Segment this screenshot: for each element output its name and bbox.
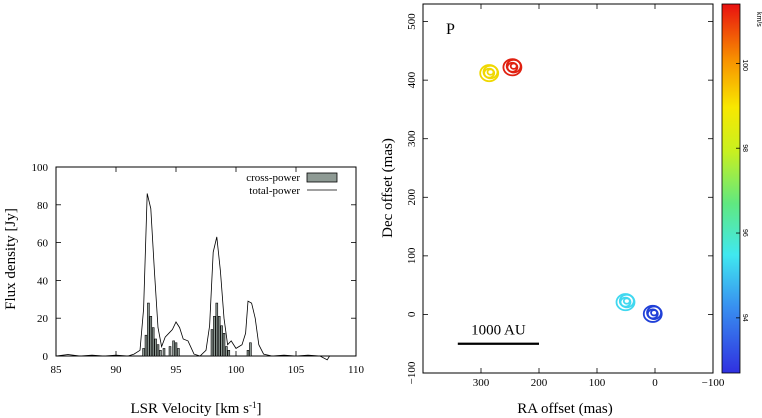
colorbar-ticks: 94 96 98 100 xyxy=(736,59,748,322)
cross-power-bar xyxy=(227,350,231,357)
cross-power-bar xyxy=(149,316,153,357)
cross-power-bar xyxy=(246,350,250,357)
cross-power-bar xyxy=(151,327,155,357)
map-y-tick-label: 100 xyxy=(406,247,418,264)
map-x-tick-label: 300 xyxy=(473,377,490,389)
map-y-tick-label: 500 xyxy=(406,13,418,30)
x-tick-label: 95 xyxy=(171,364,183,376)
spot-contour xyxy=(486,68,495,76)
y-tick-label: 80 xyxy=(37,200,49,212)
cross-power-bar xyxy=(144,334,148,357)
scale-bar-label: 1000 AU xyxy=(471,323,526,339)
cross-power-bar xyxy=(217,316,221,357)
cross-power-bar xyxy=(172,340,175,357)
map-y-tick-label: 300 xyxy=(406,130,418,147)
colorbar: 94 96 98 100 km/s xyxy=(721,3,762,374)
map-x-tick-label: −100 xyxy=(702,377,725,389)
cross-power-bar xyxy=(213,316,216,357)
map-x-tick-label: 100 xyxy=(589,377,606,389)
cross-power-bar xyxy=(222,333,226,357)
maser-spot xyxy=(502,58,523,77)
colorbar-unit: km/s xyxy=(755,12,762,27)
cross-power-bar xyxy=(220,325,223,357)
spectrum-plot-frame xyxy=(55,166,357,357)
map-panel: −100 0 100 200 300 400 500 300 200 100 0 −100 P 10… xyxy=(380,3,725,417)
x-tick-label: 105 xyxy=(288,364,305,376)
colorbar-tick-label: 96 xyxy=(741,229,748,237)
map-y-tick-label: 200 xyxy=(406,189,418,206)
cross-power-bar xyxy=(177,348,180,357)
x-tick-label: 110 xyxy=(348,364,365,376)
colorbar-tick-label: 94 xyxy=(741,314,748,322)
maser-spot xyxy=(642,304,663,323)
cross-power-bar xyxy=(156,344,160,357)
cross-power-bars xyxy=(142,302,252,357)
x-tick-label: 85 xyxy=(51,364,63,376)
map-y-axis-label: Dec offset (mas) xyxy=(380,138,396,238)
legend-cross-power-label: cross-power xyxy=(246,172,300,184)
legend-cross-power-swatch xyxy=(306,172,338,183)
cross-power-bar xyxy=(147,302,150,357)
y-tick-label: 100 xyxy=(32,162,49,174)
cross-power-bar xyxy=(215,302,219,357)
total-power-line xyxy=(55,193,356,361)
map-x-tick-label: 200 xyxy=(531,377,548,389)
map-x-ticks: 300 200 100 0 −100 xyxy=(473,4,725,389)
spectrum-panel: 0 20 40 60 80 100 85 90 95 100 105 110 cross-power… xyxy=(3,162,365,417)
spot-contour xyxy=(650,309,658,317)
map-plot-frame xyxy=(422,3,714,374)
spectrum-y-ticks: 0 20 40 60 80 100 xyxy=(32,162,356,363)
y-tick-label: 20 xyxy=(37,313,49,325)
map-y-tick-label: 0 xyxy=(406,311,418,317)
spectrum-x-ticks: 85 90 95 100 105 110 xyxy=(51,167,365,376)
maser-spots xyxy=(479,58,663,323)
maser-spot xyxy=(479,64,500,83)
colorbar-tick-label: 98 xyxy=(741,144,748,152)
spectrum-y-axis-label: Flux density [Jy] xyxy=(3,208,19,310)
spot-contour xyxy=(509,62,518,70)
map-x-axis-label: RA offset (mas) xyxy=(517,401,613,417)
colorbar-gradient xyxy=(721,3,741,374)
spectrum-legend: cross-power total-power xyxy=(246,172,338,197)
y-tick-label: 0 xyxy=(43,351,49,363)
x-tick-label: 90 xyxy=(111,364,123,376)
cross-power-bar xyxy=(154,338,157,357)
cross-power-bar xyxy=(225,346,228,357)
spot-contour xyxy=(622,297,631,305)
y-tick-label: 60 xyxy=(37,238,49,250)
spectrum-x-axis-label: LSR Velocity [km s-1] xyxy=(131,400,262,417)
y-tick-label: 40 xyxy=(37,275,49,287)
cross-power-bar xyxy=(174,342,178,357)
cross-power-bar xyxy=(168,346,172,357)
cross-power-bar xyxy=(210,329,214,357)
maser-spot xyxy=(615,293,636,312)
cross-power-bar xyxy=(162,348,166,357)
cross-power-bar xyxy=(142,348,145,357)
colorbar-tick-label: 100 xyxy=(741,59,748,71)
map-y-ticks: −100 0 100 200 300 400 500 xyxy=(406,13,713,384)
map-panel-label: P xyxy=(446,21,455,38)
map-y-tick-label: 400 xyxy=(406,71,418,88)
x-tick-label: 100 xyxy=(228,364,245,376)
map-y-tick-label: −100 xyxy=(406,361,418,384)
cross-power-bar xyxy=(249,342,252,357)
legend-total-power-label: total-power xyxy=(249,185,300,197)
cross-power-bar xyxy=(159,350,162,357)
map-x-tick-label: 0 xyxy=(652,377,658,389)
